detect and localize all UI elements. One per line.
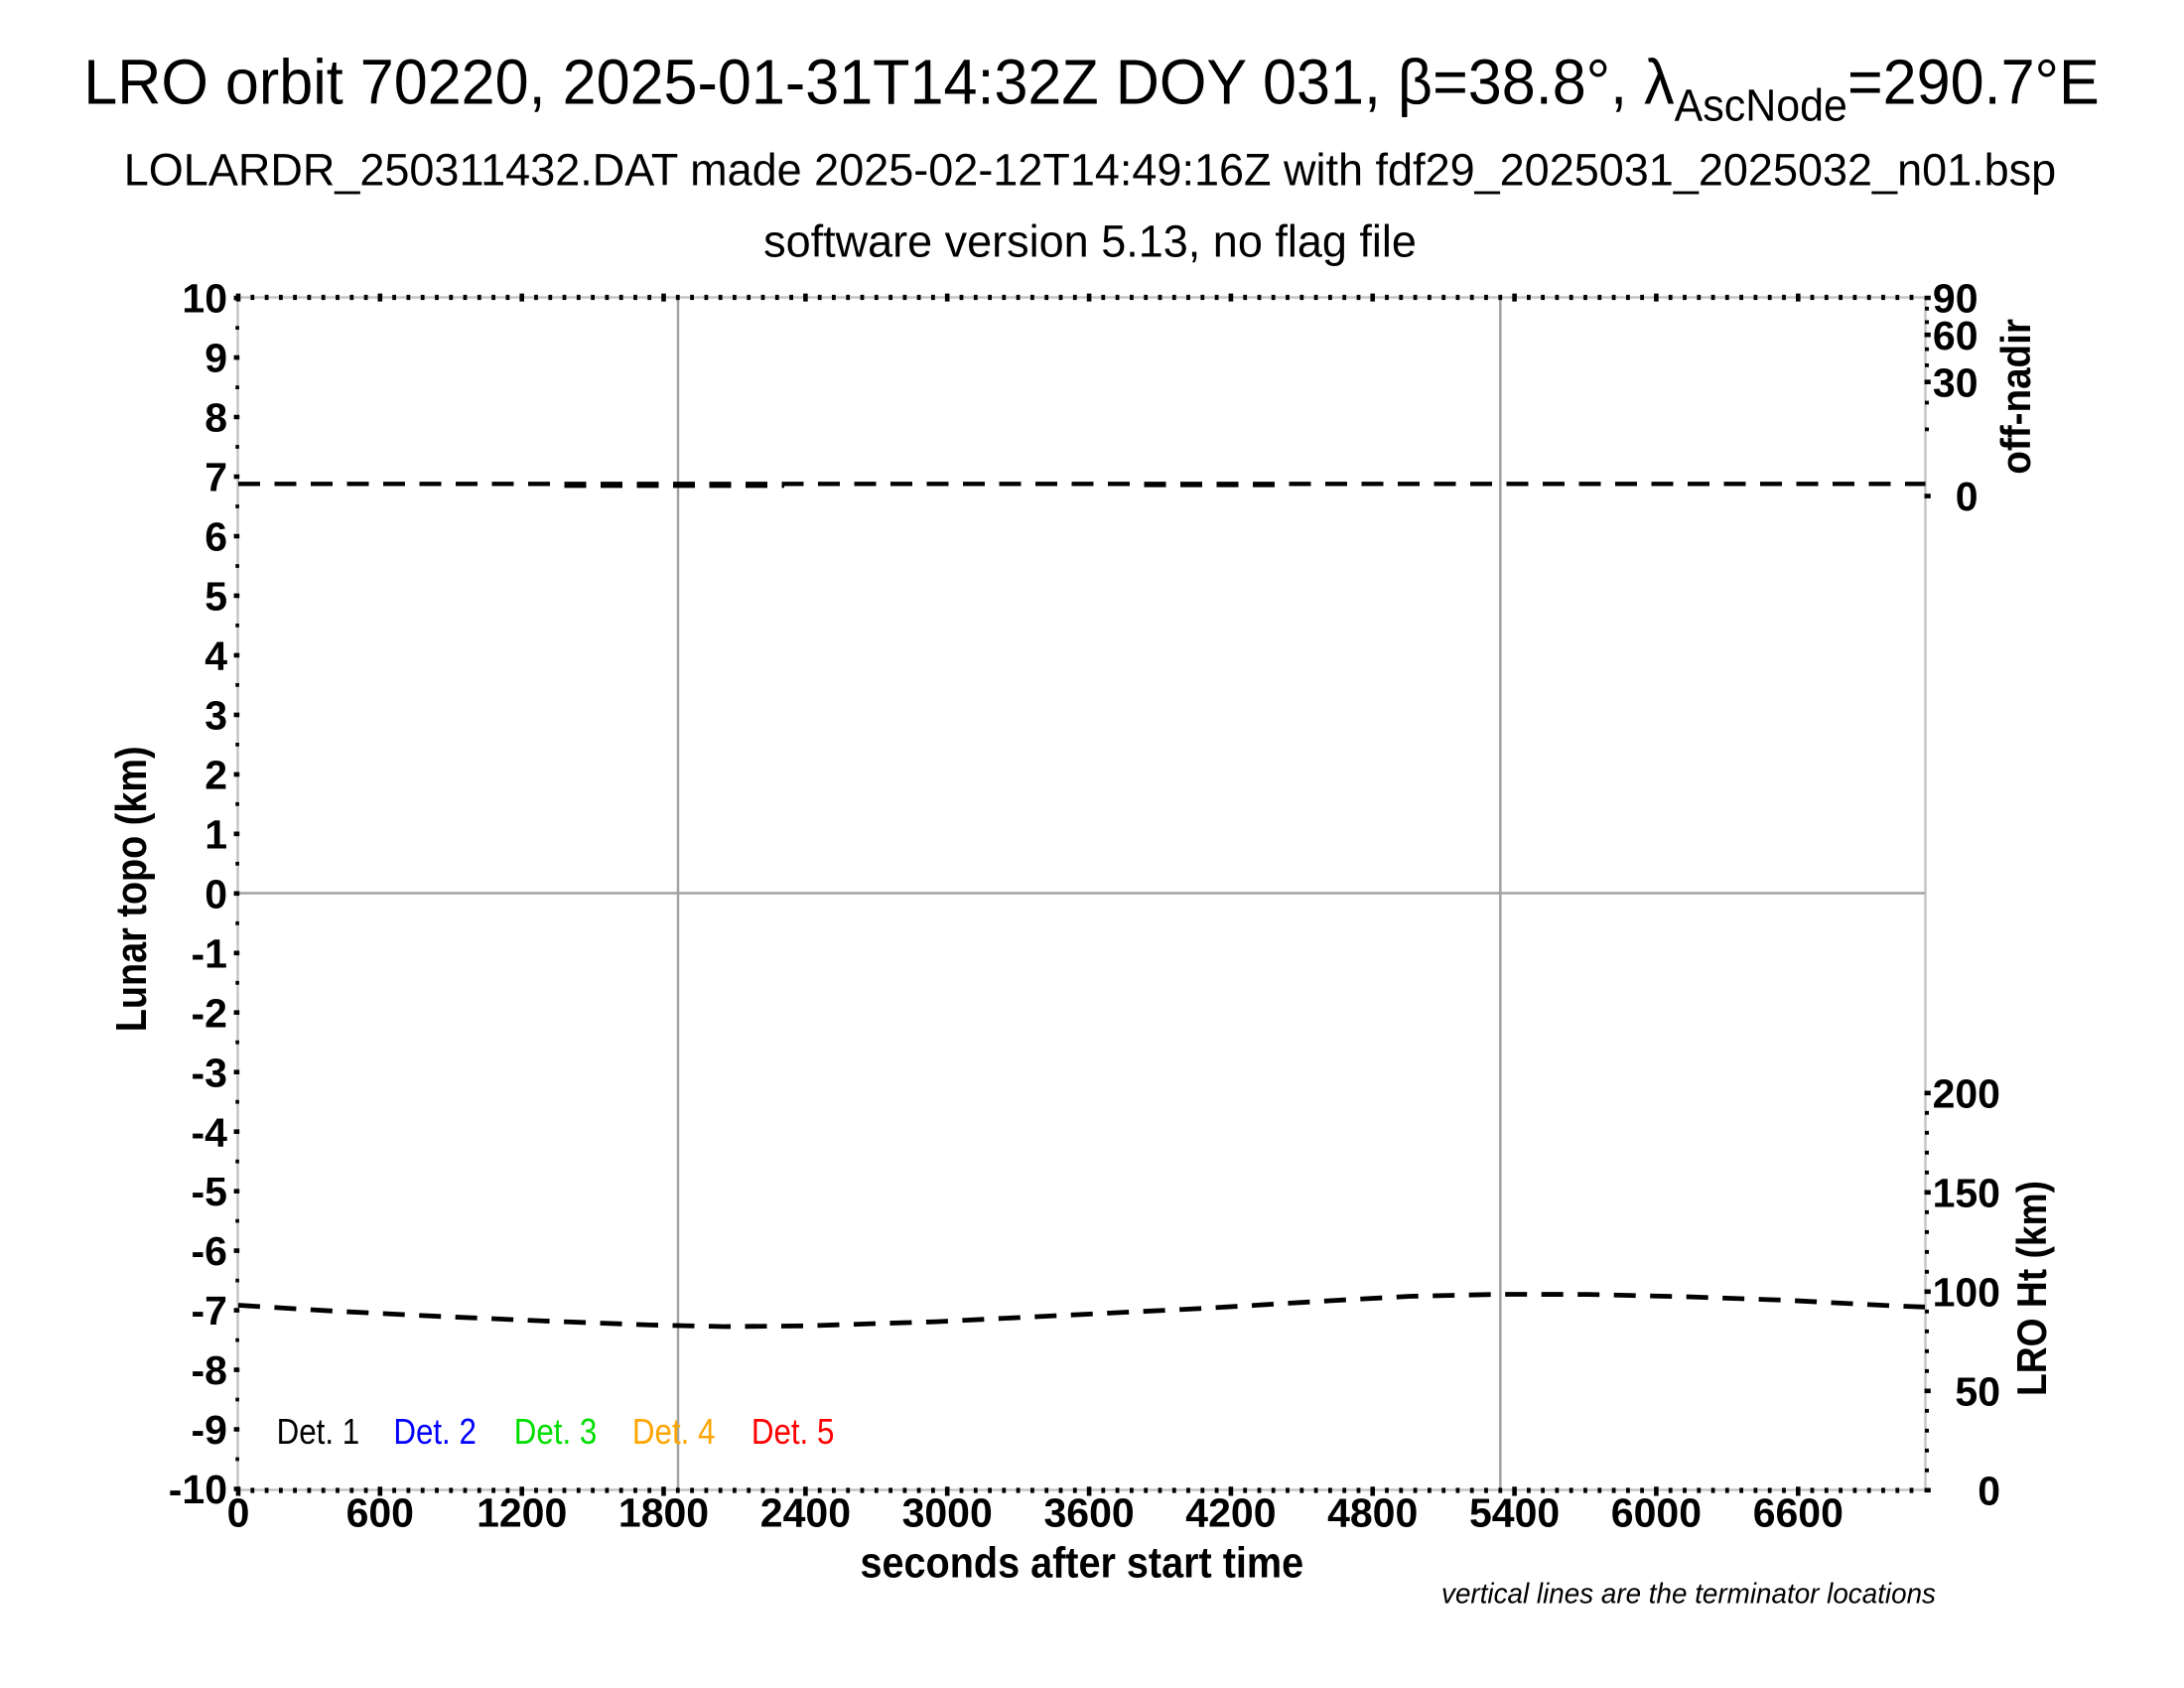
svg-text:Det. 1: Det. 1 (277, 1412, 360, 1453)
svg-text:Det. 3: Det. 3 (514, 1412, 598, 1453)
svg-text:-5: -5 (192, 1169, 227, 1214)
svg-text:Lunar topo (km): Lunar topo (km) (106, 746, 155, 1032)
svg-text:-10: -10 (169, 1467, 227, 1512)
svg-text:Det. 2: Det. 2 (393, 1412, 477, 1453)
svg-text:6: 6 (205, 514, 227, 560)
svg-text:1200: 1200 (477, 1490, 567, 1536)
svg-text:2400: 2400 (760, 1490, 851, 1536)
svg-text:off-nadir: off-nadir (1991, 319, 2039, 475)
svg-text:6000: 6000 (1611, 1490, 1702, 1536)
svg-text:5400: 5400 (1469, 1490, 1560, 1536)
svg-text:4800: 4800 (1327, 1490, 1418, 1536)
svg-text:0: 0 (1978, 1468, 2000, 1513)
svg-text:LRO orbit 70220, 2025-01-31T14: LRO orbit 70220, 2025-01-31T14:32Z DOY 0… (83, 47, 2100, 131)
svg-text:4200: 4200 (1185, 1490, 1276, 1536)
svg-text:0: 0 (205, 871, 227, 916)
svg-text:2: 2 (205, 753, 227, 798)
svg-text:200: 200 (1933, 1070, 2000, 1116)
svg-text:3000: 3000 (902, 1490, 993, 1536)
svg-text:150: 150 (1933, 1170, 2000, 1215)
svg-text:1800: 1800 (618, 1490, 709, 1536)
svg-text:100: 100 (1933, 1269, 2000, 1315)
svg-text:60: 60 (1933, 313, 1979, 358)
svg-text:3: 3 (205, 693, 227, 739)
svg-text:LOLARDR_250311432.DAT made 202: LOLARDR_250311432.DAT made 2025-02-12T14… (124, 144, 2056, 195)
svg-text:90: 90 (1933, 276, 1979, 322)
svg-text:Det. 4: Det. 4 (632, 1412, 716, 1453)
svg-text:1: 1 (205, 811, 227, 857)
svg-text:6600: 6600 (1753, 1490, 1843, 1536)
svg-text:-3: -3 (192, 1050, 227, 1095)
svg-text:0: 0 (1956, 474, 1979, 519)
svg-text:-4: -4 (192, 1109, 228, 1155)
svg-text:-6: -6 (192, 1228, 227, 1274)
svg-text:-7: -7 (192, 1288, 227, 1334)
svg-text:5: 5 (205, 574, 227, 620)
svg-text:9: 9 (205, 336, 227, 381)
svg-text:vertical lines are the termina: vertical lines are the terminator locati… (1441, 1578, 1936, 1611)
svg-text:30: 30 (1933, 359, 1979, 405)
svg-text:seconds after start time: seconds after start time (860, 1537, 1303, 1586)
svg-text:Det. 5: Det. 5 (751, 1412, 835, 1453)
svg-text:4: 4 (205, 633, 227, 679)
svg-text:600: 600 (346, 1490, 414, 1536)
svg-text:-8: -8 (192, 1347, 227, 1393)
svg-text:0: 0 (227, 1490, 250, 1536)
svg-text:50: 50 (1955, 1368, 2000, 1414)
svg-text:7: 7 (205, 455, 227, 500)
svg-text:8: 8 (205, 395, 227, 441)
svg-text:3600: 3600 (1043, 1490, 1134, 1536)
svg-text:LRO Ht (km): LRO Ht (km) (2009, 1181, 2056, 1396)
svg-text:10: 10 (182, 276, 227, 322)
svg-text:-9: -9 (192, 1407, 227, 1453)
svg-text:-1: -1 (192, 930, 227, 976)
svg-text:software version 5.13, no flag: software version 5.13, no flag file (763, 216, 1417, 267)
svg-text:-2: -2 (192, 990, 227, 1036)
